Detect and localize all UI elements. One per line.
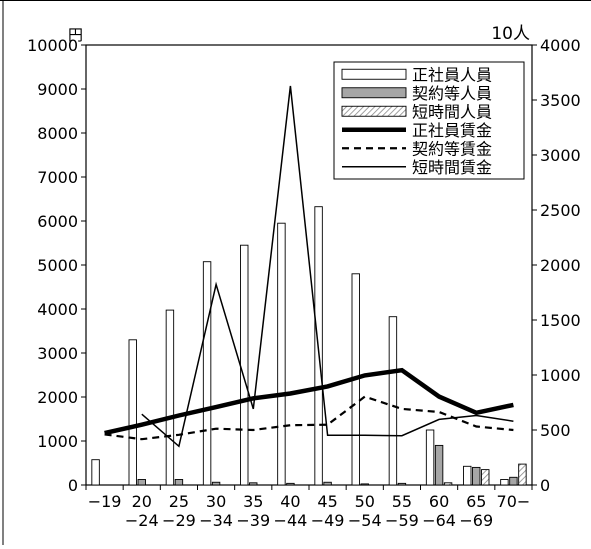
bar-gray [397, 482, 407, 486]
bar-white [500, 479, 509, 486]
bar-white [388, 316, 398, 486]
bar-white [165, 309, 175, 486]
right-axis-tick-label: 2500 [540, 201, 581, 220]
legend-swatch-gray [341, 87, 407, 99]
left-axis-tick-label: 7000 [37, 168, 78, 187]
x-axis-category-label: −54 [348, 511, 382, 530]
x-axis-category-label: −19 [88, 492, 122, 511]
left-axis-tick-label: 5000 [37, 256, 78, 275]
bar-white [463, 465, 472, 486]
bar-gray [509, 476, 518, 486]
bar-white [240, 244, 249, 486]
left-axis-unit: 円 [68, 26, 83, 44]
right-axis-tick-label: 0 [540, 476, 550, 495]
line-series-thin [141, 85, 514, 448]
x-axis-category-label: −39 [236, 511, 270, 530]
x-axis-category-label: −49 [311, 511, 345, 530]
left-axis-tick-label: 1000 [37, 432, 78, 451]
x-axis-category-label: 35 [243, 492, 263, 511]
bar-gray [174, 479, 184, 486]
bar-gray [211, 481, 221, 486]
bar-gray [286, 482, 295, 486]
right-axis-tick-label: 1000 [540, 366, 581, 385]
bar-white [277, 222, 286, 486]
x-axis-category-label: −44 [274, 511, 308, 530]
bar-layer [91, 206, 527, 486]
x-axis-category-label: −59 [385, 511, 419, 530]
x-axis-category-label: −24 [125, 511, 159, 530]
bar-gray [249, 482, 258, 486]
x-axis-category-label: 45 [317, 492, 337, 511]
x-axis-category-label: 30 [206, 492, 226, 511]
left-axis-tick-label: 6000 [37, 212, 78, 231]
right-axis-tick-label: 3500 [540, 91, 581, 110]
legend-swatch-hatched [341, 105, 407, 117]
x-axis-category-label: −34 [199, 511, 233, 530]
legend-label: 契約等賃金 [412, 139, 492, 158]
x-axis-category-label: 20 [132, 492, 152, 511]
bar-gray [472, 466, 481, 486]
line-series-thick [104, 367, 514, 436]
bar-white [91, 459, 100, 486]
bar-hatched [443, 482, 453, 486]
x-axis-category-label: 50 [355, 492, 375, 511]
legend-box [333, 61, 525, 180]
bar-gray [360, 483, 369, 486]
right-axis-tick-label: 4000 [540, 36, 581, 55]
legend-label: 契約等人員 [412, 84, 492, 103]
x-axis-category-label: −64 [422, 511, 456, 530]
left-axis-tick-label: 0 [68, 476, 78, 495]
right-axis-unit: 10人 [491, 24, 530, 44]
bar-white [128, 339, 137, 486]
right-axis-tick-label: 1500 [540, 311, 581, 330]
bar-white [425, 429, 435, 486]
x-axis-category-label: 60 [429, 492, 449, 511]
bar-gray [434, 444, 444, 486]
legend-swatch-white [341, 68, 407, 80]
left-axis-tick-label: 4000 [37, 300, 78, 319]
x-axis-category-label: −69 [459, 511, 493, 530]
line-layer [104, 85, 514, 448]
left-axis-tick-label: 9000 [37, 80, 78, 99]
right-axis-tick-label: 500 [540, 421, 571, 440]
left-axis-tick-label: 10000 [27, 36, 78, 55]
right-axis-tick-label: 2000 [540, 256, 581, 275]
left-axis-tick-label: 3000 [37, 344, 78, 363]
bar-white [202, 261, 212, 486]
x-axis-category-label: 55 [392, 492, 412, 511]
line-series-dashed [104, 395, 514, 441]
legend-label: 短時間賃金 [412, 158, 492, 177]
legend-label: 正社員賃金 [412, 121, 492, 140]
bar-hatched [481, 469, 490, 486]
bar-hatched [518, 463, 527, 486]
bar-gray [323, 481, 332, 486]
axes-layer: 0100020003000400050006000700080009000100… [27, 24, 581, 530]
left-axis-tick-label: 8000 [37, 124, 78, 143]
right-axis-tick-label: 3000 [540, 146, 581, 165]
x-axis-category-label: 70− [497, 492, 531, 511]
x-axis-category-label: −29 [162, 511, 196, 530]
left-axis-tick-label: 2000 [37, 388, 78, 407]
legend-label: 正社員人員 [412, 65, 492, 84]
x-axis-category-label: 40 [280, 492, 300, 511]
bar-gray [137, 479, 146, 486]
x-axis-category-label: 65 [466, 492, 486, 511]
legend-label: 短時間人員 [412, 102, 492, 121]
x-axis-category-label: 25 [169, 492, 189, 511]
